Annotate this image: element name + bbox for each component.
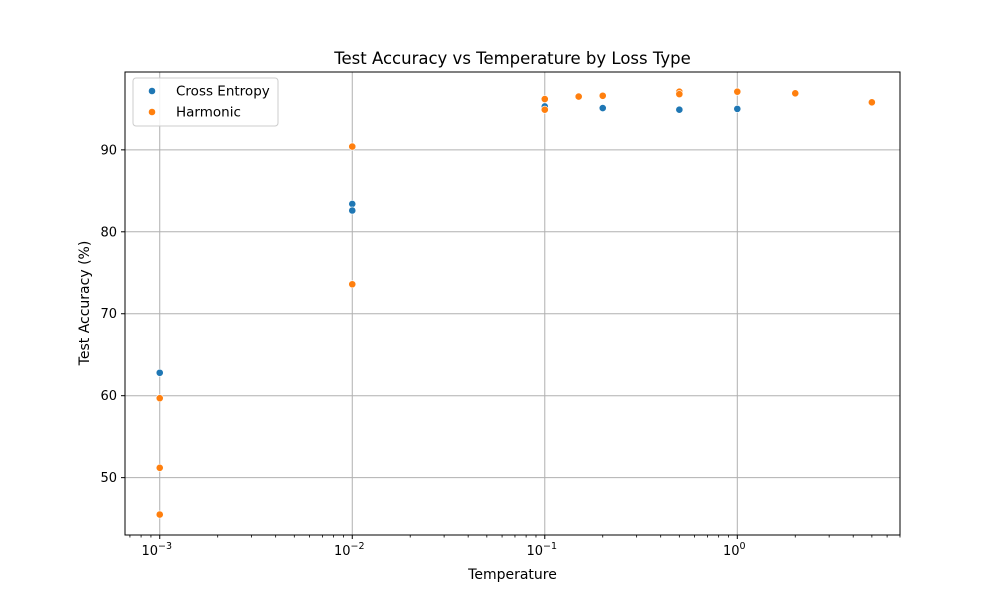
x-tick-label: 100 — [723, 541, 746, 559]
x-minor-ticks — [129, 535, 901, 538]
x-tick-label: 10−2 — [334, 541, 365, 559]
cross-entropy-point — [348, 206, 357, 215]
legend-label-harmonic: Harmonic — [176, 105, 241, 121]
x-tick-label: 10−1 — [527, 541, 558, 559]
legend-marker-cross-entropy — [148, 87, 156, 95]
harmonic-point — [540, 95, 549, 103]
legend: Cross Entropy Harmonic — [132, 77, 279, 127]
harmonic-point — [348, 142, 357, 151]
legend-marker-harmonic — [148, 108, 156, 116]
data-points — [155, 87, 876, 519]
legend-box — [132, 77, 279, 127]
harmonic-point — [348, 280, 357, 289]
harmonic-point — [574, 92, 583, 101]
y-tick-label: 70 — [100, 307, 117, 322]
x-tick-label: 10−3 — [141, 541, 172, 559]
harmonic-point — [867, 98, 876, 107]
grid-lines — [125, 72, 900, 535]
harmonic-point — [598, 91, 607, 100]
harmonic-point — [155, 510, 164, 519]
plot-frame — [124, 71, 901, 536]
axis-ticks: 50 60 70 80 90 10−3 10−2 10−1 100 — [100, 143, 745, 559]
cross-entropy-point — [155, 368, 164, 377]
cross-entropy-point — [348, 200, 357, 208]
cross-entropy-point — [598, 104, 607, 112]
harmonic-point — [675, 90, 684, 99]
y-axis-label: Test Accuracy (%) — [77, 241, 93, 367]
y-tick-label: 90 — [100, 143, 117, 158]
legend-label-cross-entropy: Cross Entropy — [176, 84, 270, 100]
y-tick-label: 60 — [100, 389, 117, 404]
y-tick-label: 50 — [100, 471, 117, 486]
x-axis-label: Temperature — [467, 567, 557, 583]
harmonic-point — [155, 463, 164, 472]
harmonic-point — [540, 105, 549, 114]
chart-title: Test Accuracy vs Temperature by Loss Typ… — [333, 49, 691, 68]
y-tick-label: 80 — [100, 225, 117, 240]
harmonic-point — [155, 394, 164, 403]
cross-entropy-point — [675, 105, 684, 114]
cross-entropy-point — [733, 104, 742, 113]
harmonic-point — [733, 87, 742, 96]
harmonic-point — [791, 89, 800, 98]
